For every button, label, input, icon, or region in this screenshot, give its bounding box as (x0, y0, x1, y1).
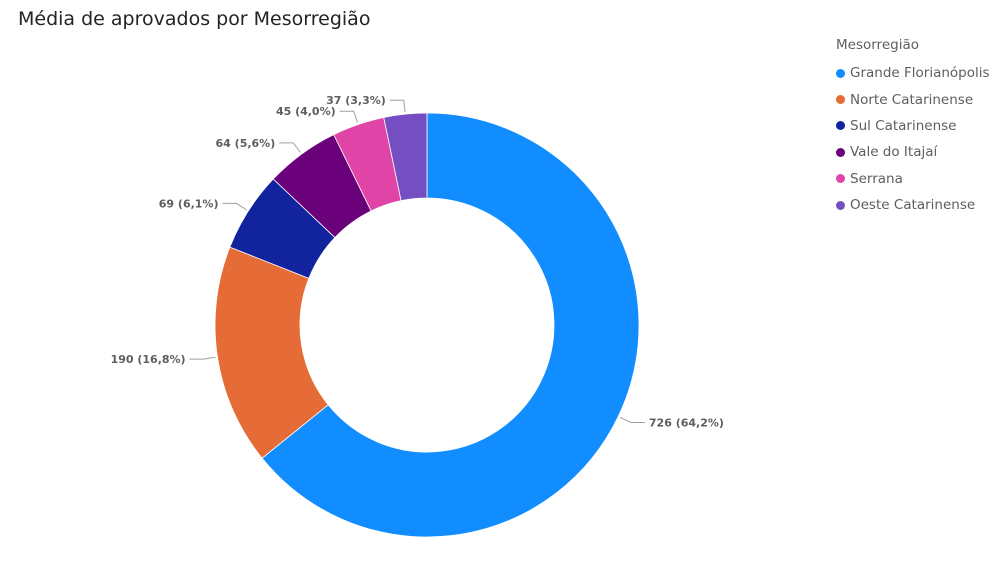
slice-oeste-catarinense[interactable] (383, 112, 428, 202)
data-label-norte-catarinense: 190 (16,8%) (111, 353, 186, 366)
data-label-oeste-catarinense: 37 (3,3%) (326, 94, 386, 107)
leader-line-oeste-catarinense (389, 99, 406, 113)
legend-item-norte-catarinense[interactable]: Norte Catarinense (836, 86, 990, 112)
legend-label: Oeste Catarinense (850, 197, 976, 214)
legend-dot-icon (836, 68, 845, 78)
chart-title: Média de aprovados por Mesorregião (18, 8, 371, 30)
legend-item-grande-florianopolis[interactable]: Grande Florianópolis (836, 60, 990, 86)
leader-line-sul-catarinense (222, 202, 247, 211)
leader-line-grande-florianopolis (619, 416, 645, 423)
legend-label: Grande Florianópolis (850, 65, 990, 82)
slice-grande-florianopolis[interactable] (261, 112, 640, 538)
legend-item-serrana[interactable]: Serrana (836, 166, 990, 192)
data-label-grande-florianopolis: 726 (64,2%) (649, 416, 724, 429)
legend-label: Serrana (850, 170, 903, 187)
data-label-vale-do-itajai: 64 (5,6%) (216, 137, 276, 150)
leader-line-serrana (339, 110, 359, 123)
leader-line-vale-do-itajai (279, 142, 301, 153)
legend-dot-icon (836, 200, 845, 210)
data-label-serrana: 45 (4,0%) (276, 105, 336, 118)
data-label-sul-catarinense: 69 (6,1%) (159, 197, 219, 210)
legend: Mesorregião Grande Florianópolis Norte Ca… (836, 37, 990, 218)
legend-label: Sul Catarinense (850, 117, 957, 134)
legend-label: Vale do Itajaí (850, 144, 938, 161)
legend-title: Mesorregião (836, 37, 919, 53)
legend-item-vale-do-itajai[interactable]: Vale do Itajaí (836, 139, 990, 165)
legend-dot-icon (836, 147, 845, 157)
legend-item-oeste-catarinense[interactable]: Oeste Catarinense (836, 192, 990, 218)
leader-line-norte-catarinense (189, 356, 216, 360)
legend-item-sul-catarinense[interactable]: Sul Catarinense (836, 113, 990, 139)
legend-items: Grande Florianópolis Norte Catarinense Sul… (836, 60, 990, 218)
legend-dot-icon (836, 121, 845, 131)
legend-label: Norte Catarinense (850, 91, 974, 108)
legend-dot-icon (836, 95, 845, 105)
legend-dot-icon (836, 174, 845, 184)
